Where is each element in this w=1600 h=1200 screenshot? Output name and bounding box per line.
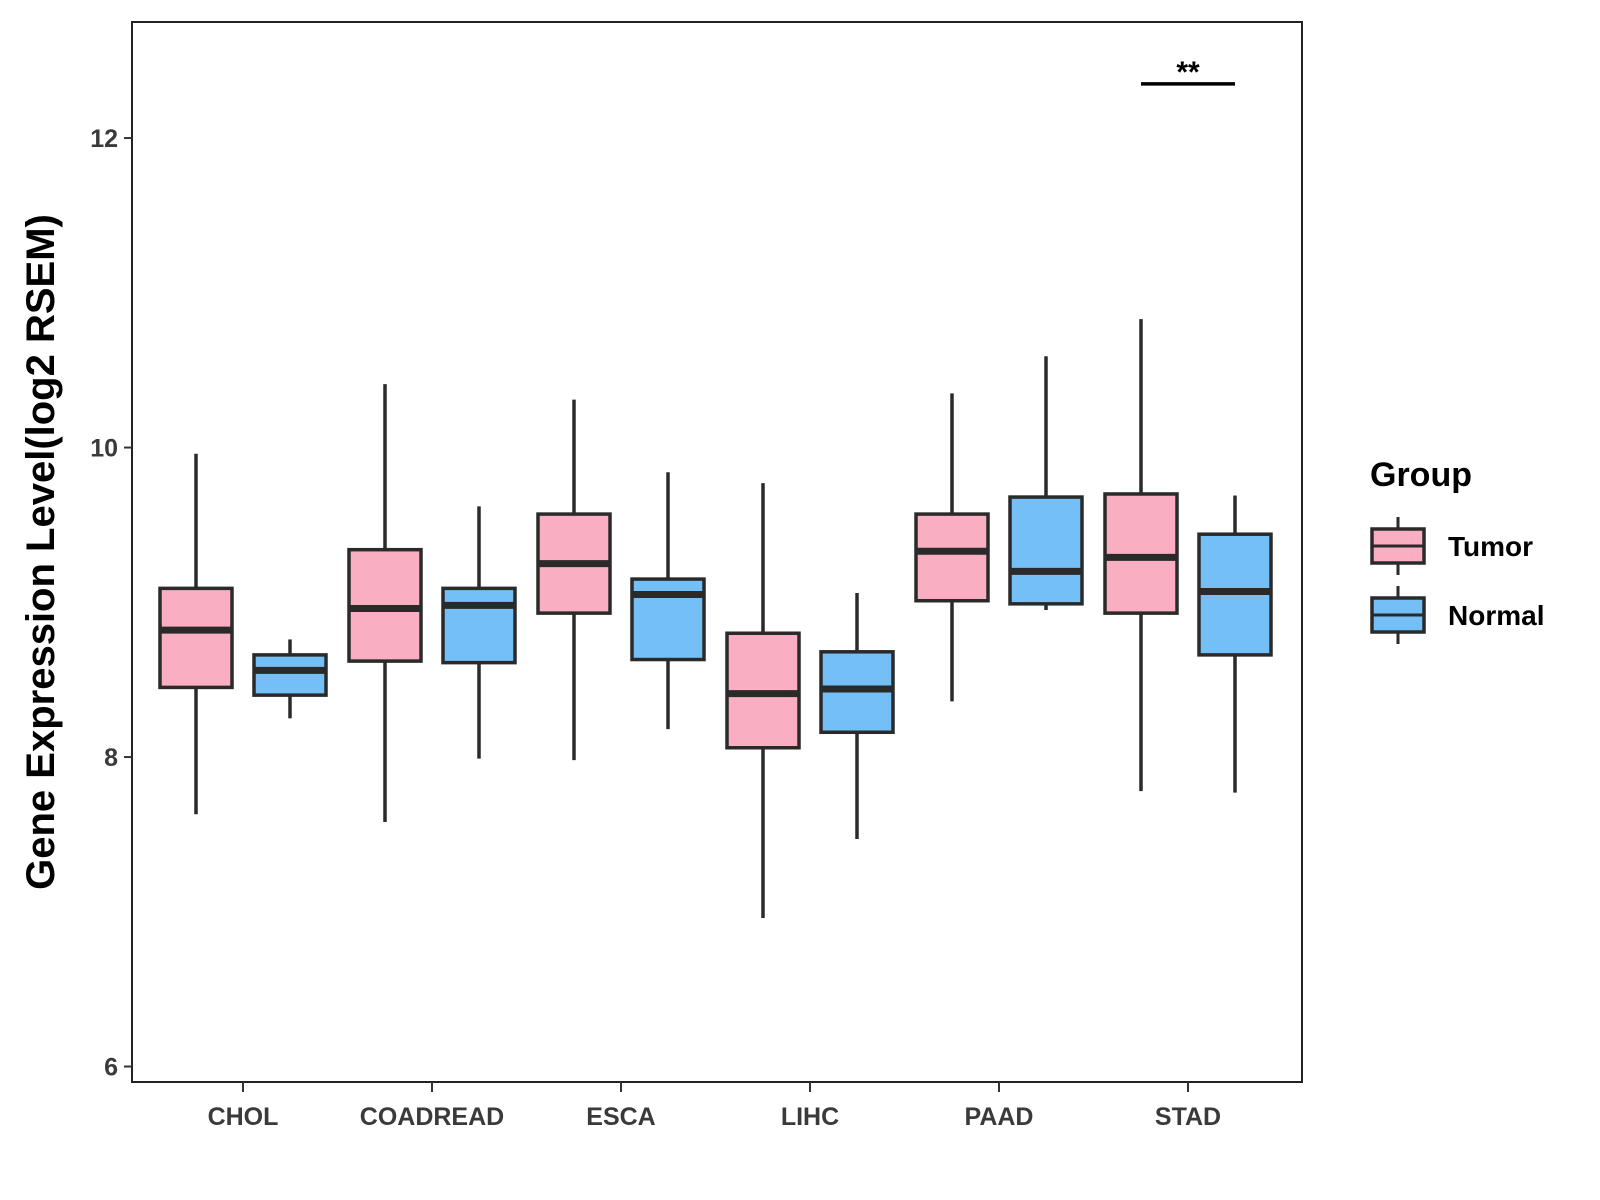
legend: Group Tumor Normal (1370, 456, 1544, 644)
x-tick-label-stad: STAD (1155, 1103, 1221, 1131)
iqr-box-normal-paad (1008, 495, 1084, 606)
x-tick-label-chol: CHOL (208, 1103, 279, 1131)
y-axis: 6 8 10 12 (90, 125, 132, 1082)
significance-label-0: ** (1176, 56, 1200, 89)
box-tumor-esca (536, 399, 612, 761)
x-tick-label-lihc: LIHC (781, 1103, 839, 1131)
x-tick-label-paad: PAAD (965, 1103, 1034, 1131)
y-tick-label-6: 6 (104, 1054, 118, 1082)
box-normal-lihc (819, 593, 895, 840)
legend-label-normal: Normal (1448, 600, 1544, 631)
box-tumor-coadread (347, 384, 423, 823)
iqr-box-normal-chol (252, 653, 328, 697)
box-normal-chol (252, 639, 328, 719)
iqr-box-normal-coadread (441, 586, 517, 665)
y-tick-label-8: 8 (104, 744, 118, 772)
box-tumor-stad (1103, 319, 1179, 792)
legend-item-tumor: Tumor (1370, 517, 1533, 575)
iqr-box-tumor-paad (914, 512, 990, 603)
legend-title: Group (1370, 456, 1472, 494)
x-tick-label-coadread: COADREAD (360, 1103, 504, 1131)
box-tumor-paad (914, 393, 990, 702)
box-normal-esca (630, 472, 706, 730)
box-normal-stad (1197, 495, 1273, 793)
box-normal-paad (1008, 356, 1084, 611)
y-axis-title: Gene Expression Level(log2 RSEM) (19, 214, 63, 890)
iqr-box-tumor-chol (158, 586, 234, 690)
legend-label-tumor: Tumor (1448, 531, 1533, 562)
box-normal-coadread (441, 506, 517, 759)
box-tumor-chol (158, 453, 234, 815)
legend-item-normal: Normal (1370, 586, 1544, 644)
iqr-box-tumor-stad (1103, 492, 1179, 615)
y-tick-label-10: 10 (90, 435, 118, 463)
box-tumor-lihc (725, 483, 801, 918)
x-tick-label-esca: ESCA (586, 1103, 655, 1131)
plot-panel-border (131, 21, 1303, 1083)
x-axis: CHOL COADREAD ESCA LIHC PAAD STAD (208, 1082, 1221, 1131)
y-tick-label-12: 12 (90, 125, 118, 153)
